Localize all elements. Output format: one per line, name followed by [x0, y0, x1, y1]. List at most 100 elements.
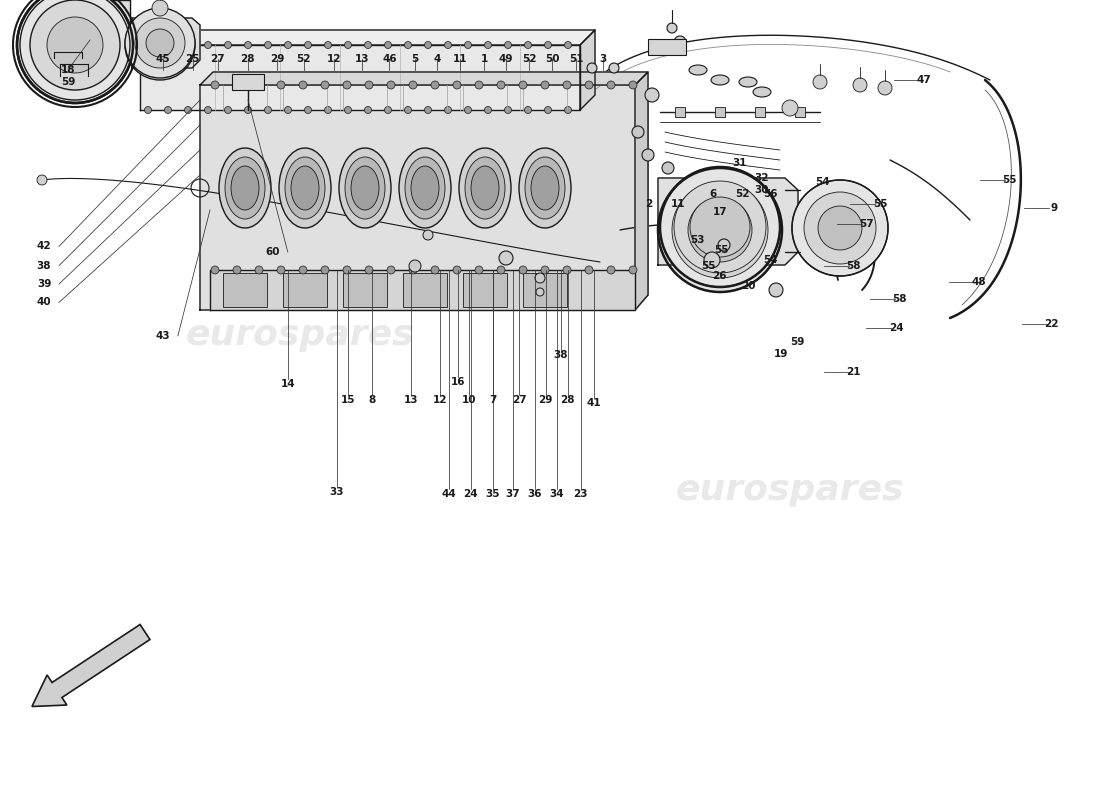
Circle shape: [544, 106, 551, 114]
Circle shape: [324, 106, 331, 114]
Text: 28: 28: [560, 395, 575, 405]
Circle shape: [431, 266, 439, 274]
Circle shape: [563, 266, 571, 274]
Circle shape: [544, 42, 551, 49]
Circle shape: [405, 42, 411, 49]
Text: 32: 32: [754, 173, 769, 182]
Ellipse shape: [519, 148, 571, 228]
Text: 25: 25: [185, 54, 200, 64]
Circle shape: [564, 106, 572, 114]
Circle shape: [343, 81, 351, 89]
Circle shape: [211, 266, 219, 274]
Ellipse shape: [739, 77, 757, 87]
Circle shape: [688, 198, 752, 262]
Text: 11: 11: [670, 199, 685, 209]
Text: 13: 13: [354, 54, 370, 64]
Circle shape: [497, 81, 505, 89]
Text: 42: 42: [36, 242, 52, 251]
Text: eurospares: eurospares: [186, 318, 415, 352]
Circle shape: [607, 266, 615, 274]
Circle shape: [224, 42, 231, 49]
Circle shape: [16, 0, 133, 103]
Ellipse shape: [351, 166, 380, 210]
Text: 12: 12: [432, 395, 448, 405]
Ellipse shape: [292, 166, 319, 210]
Text: eurospares: eurospares: [675, 473, 904, 507]
Circle shape: [878, 81, 892, 95]
Circle shape: [144, 42, 152, 49]
Ellipse shape: [411, 166, 439, 210]
Circle shape: [632, 126, 644, 138]
Text: 11: 11: [452, 54, 468, 64]
Circle shape: [364, 42, 372, 49]
Text: 39: 39: [36, 279, 52, 289]
Text: 16: 16: [450, 378, 465, 387]
Circle shape: [299, 81, 307, 89]
Polygon shape: [60, 0, 130, 60]
Circle shape: [424, 230, 433, 240]
FancyArrow shape: [32, 625, 150, 706]
Text: 4: 4: [433, 54, 440, 64]
Circle shape: [444, 42, 451, 49]
Ellipse shape: [689, 65, 707, 75]
Circle shape: [792, 180, 888, 276]
Circle shape: [585, 81, 593, 89]
Circle shape: [255, 266, 263, 274]
Circle shape: [146, 31, 174, 59]
Ellipse shape: [226, 157, 265, 219]
Text: 33: 33: [329, 487, 344, 497]
Circle shape: [475, 81, 483, 89]
Circle shape: [425, 106, 431, 114]
Text: 52: 52: [296, 54, 311, 64]
Circle shape: [852, 78, 867, 92]
Text: 12: 12: [327, 54, 342, 64]
Text: 51: 51: [569, 54, 584, 64]
Ellipse shape: [219, 148, 271, 228]
Circle shape: [211, 81, 219, 89]
Text: 9: 9: [1050, 203, 1057, 213]
Circle shape: [233, 81, 241, 89]
Circle shape: [660, 167, 780, 287]
Circle shape: [205, 106, 211, 114]
Text: 6: 6: [710, 189, 716, 198]
Circle shape: [321, 266, 329, 274]
Polygon shape: [200, 72, 648, 85]
Bar: [463, 273, 507, 307]
Text: 24: 24: [889, 323, 904, 333]
Text: 13: 13: [404, 395, 419, 405]
Text: 38: 38: [36, 261, 52, 270]
Circle shape: [541, 81, 549, 89]
Text: 48: 48: [971, 277, 987, 286]
Circle shape: [609, 63, 619, 73]
Circle shape: [30, 0, 120, 90]
Text: 53: 53: [690, 235, 705, 245]
Text: 40: 40: [36, 298, 52, 307]
Text: 15: 15: [340, 395, 355, 405]
Circle shape: [499, 251, 513, 265]
Text: 30: 30: [754, 186, 769, 195]
Circle shape: [277, 81, 285, 89]
Circle shape: [484, 106, 492, 114]
Circle shape: [277, 266, 285, 274]
Circle shape: [519, 81, 527, 89]
Circle shape: [409, 81, 417, 89]
Circle shape: [541, 266, 549, 274]
Text: 21: 21: [846, 367, 861, 377]
Ellipse shape: [471, 166, 499, 210]
Text: 44: 44: [441, 490, 456, 499]
Text: 28: 28: [240, 54, 255, 64]
Circle shape: [769, 283, 783, 297]
Circle shape: [146, 29, 174, 57]
Circle shape: [285, 106, 292, 114]
Ellipse shape: [459, 148, 512, 228]
Ellipse shape: [345, 157, 385, 219]
Text: 58: 58: [846, 261, 861, 270]
Bar: [522, 273, 566, 307]
Circle shape: [453, 81, 461, 89]
Circle shape: [344, 42, 352, 49]
Circle shape: [125, 8, 195, 78]
Text: 14: 14: [280, 379, 296, 389]
Circle shape: [425, 42, 431, 49]
Circle shape: [658, 168, 782, 292]
Circle shape: [165, 42, 172, 49]
